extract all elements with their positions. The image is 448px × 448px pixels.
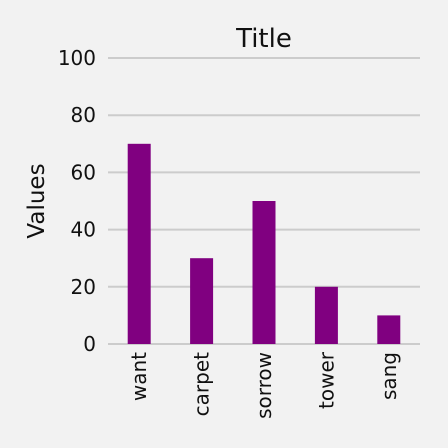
y-tick-label: 100 — [58, 46, 96, 70]
x-tick-label: want — [127, 352, 151, 401]
y-tick-label: 60 — [71, 160, 96, 184]
bars — [127, 143, 401, 344]
x-tick-label: sorrow — [252, 352, 276, 419]
x-tick-label: sang — [377, 352, 401, 400]
y-tick-labels: 0 20 40 60 80 100 — [58, 46, 96, 356]
bar-want — [127, 143, 151, 344]
y-tick-label: 0 — [83, 332, 96, 356]
bar-sang — [377, 315, 401, 344]
bar-sorrow — [252, 201, 276, 344]
x-tick-label: tower — [314, 351, 338, 409]
y-axis-title: Values — [24, 163, 50, 238]
x-tick-label: carpet — [190, 352, 214, 416]
bar-carpet — [190, 258, 214, 344]
y-tick-label: 40 — [71, 218, 96, 242]
chart-title: Title — [235, 24, 292, 54]
bar-tower — [314, 286, 338, 344]
y-tick-label: 80 — [71, 103, 96, 127]
x-tick-labels: want carpet sorrow tower sang — [127, 351, 401, 419]
y-tick-label: 20 — [71, 275, 96, 299]
